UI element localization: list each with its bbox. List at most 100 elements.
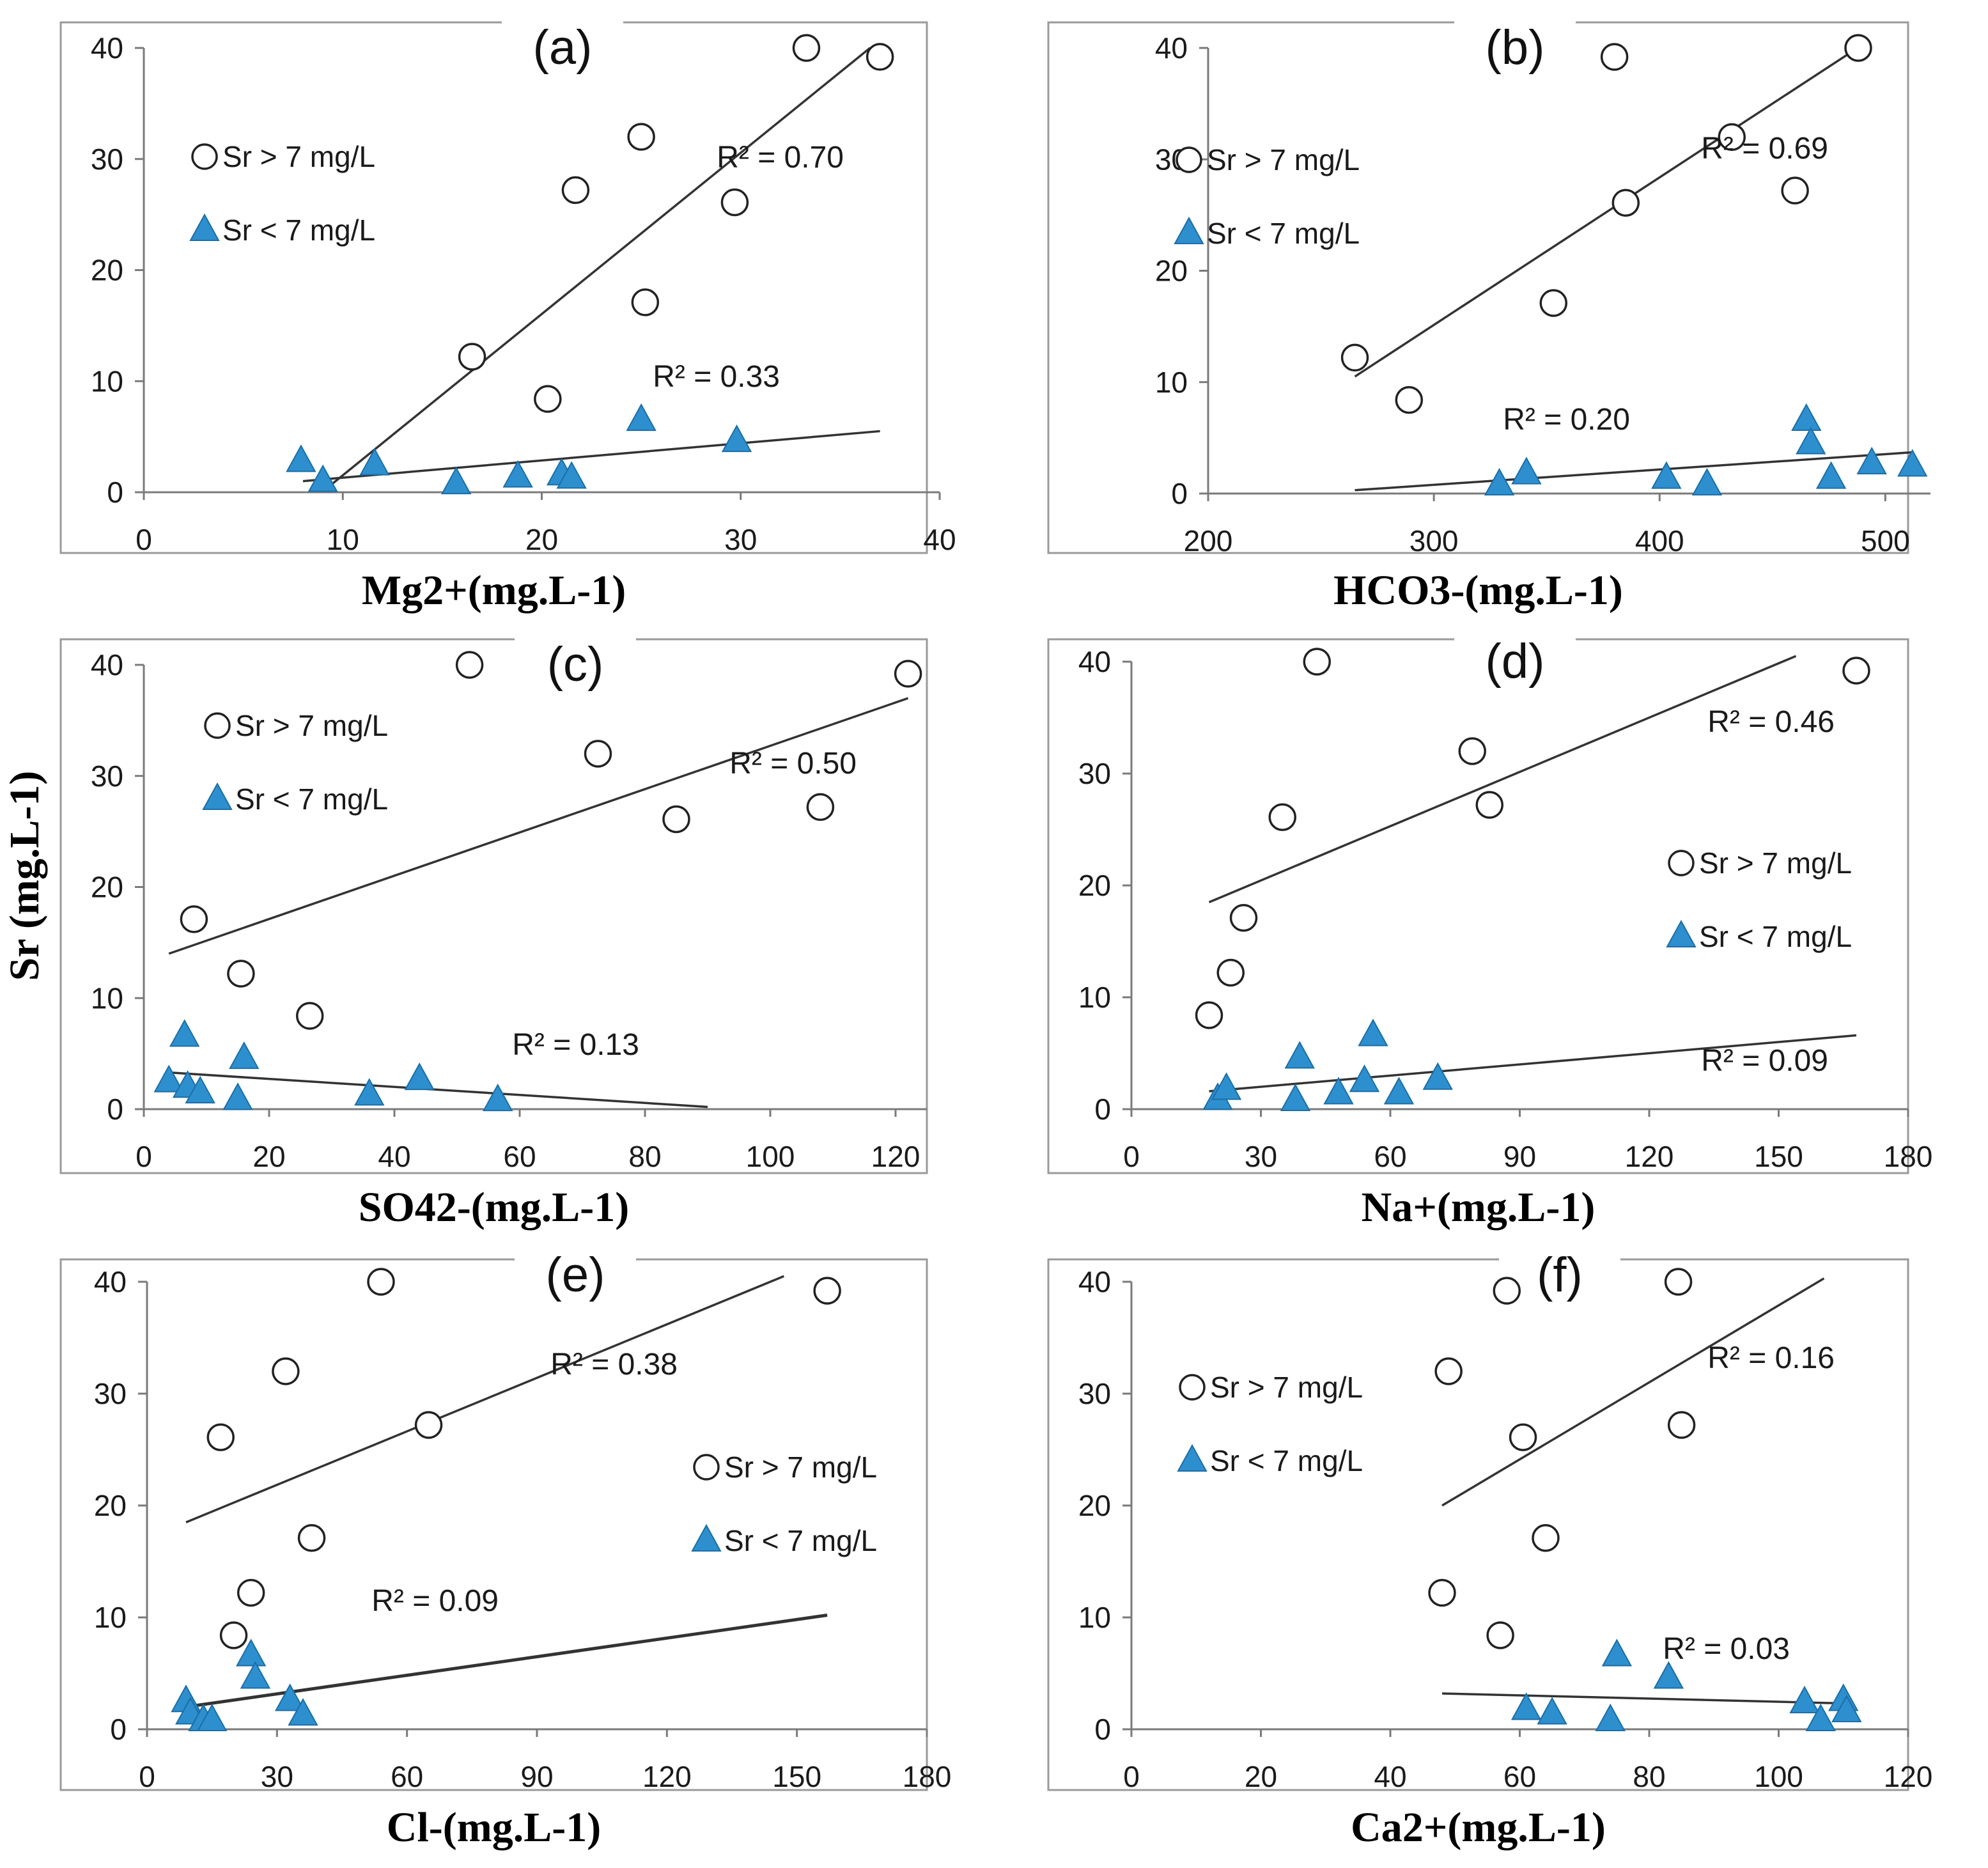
data-point-circle (1718, 123, 1746, 152)
chart-panel-1: 0 10 20 30 40 0 10 20 30 40 (a) R² = 0.70 R² = 0.33 S… (59, 10, 956, 614)
r2-annotation: R² = 0.13 (512, 1028, 639, 1062)
r2-annotation: R² = 0.70 (717, 141, 844, 175)
x-tick-label: 200 (1184, 524, 1233, 557)
data-point-circle (1600, 43, 1629, 71)
data-point-triangle (1537, 1697, 1567, 1725)
x-tick-label: 40 (923, 523, 956, 556)
data-point-triangle (286, 444, 316, 472)
data-point-triangle (1484, 467, 1515, 496)
data-point-circle (1458, 737, 1486, 765)
data-point-circle (414, 1411, 443, 1439)
x-tick-label: 80 (628, 1140, 661, 1173)
data-point-circle (272, 1357, 300, 1385)
data-point-triangle (404, 1062, 435, 1091)
x-axis-label: SO42-(mg.L-1) (359, 1184, 629, 1231)
legend-label: Sr > 7 mg/L (724, 1451, 877, 1484)
data-point-circle (297, 1524, 326, 1552)
data-point-circle (295, 1002, 324, 1030)
data-point-circle (1216, 958, 1245, 987)
data-point-circle (1434, 1357, 1463, 1385)
trend-line (332, 47, 871, 485)
x-tick-label: 120 (871, 1140, 920, 1173)
x-tick-label: 30 (261, 1760, 293, 1793)
panel-label: (c) (547, 637, 604, 692)
series-high-sr: R² = 0.38 (185, 1268, 841, 1649)
series-low-sr: R² = 0.33 (286, 360, 880, 495)
x-tick-label: 500 (1861, 524, 1910, 557)
data-point-circle (219, 1621, 248, 1649)
data-point-circle (1340, 343, 1369, 372)
data-point-triangle (1383, 1077, 1415, 1105)
x-axis-label: Cl-(mg.L-1) (387, 1804, 601, 1851)
x-tick-label: 100 (746, 1140, 795, 1173)
data-point-triangle (556, 461, 587, 489)
legend-marker-circle (693, 1454, 720, 1481)
y-tick-label: 20 (91, 254, 123, 287)
x-tick-label: 60 (503, 1140, 536, 1173)
data-point-circle (1611, 189, 1640, 217)
y-tick-label: 40 (1078, 645, 1111, 678)
x-tick-label: 0 (136, 523, 152, 556)
panel-frame (1047, 1258, 1909, 1791)
data-point-circle (1486, 1621, 1514, 1649)
legend: Sr > 7 mg/L Sr < 7 mg/L (1666, 846, 1852, 953)
data-point-circle (1664, 1268, 1693, 1296)
y-tick-label: 30 (91, 143, 123, 176)
x-tick-label: 120 (1884, 1760, 1933, 1793)
trend-line (1209, 1034, 1857, 1093)
y-tick-label: 30 (91, 759, 123, 793)
data-point-circle (792, 34, 821, 62)
panel-frame (59, 638, 928, 1174)
series-high-sr: R² = 0.46 (1195, 648, 1870, 1029)
x-tick-label: 180 (1884, 1140, 1933, 1173)
data-point-triangle (274, 1683, 306, 1711)
trend-line (1355, 451, 1913, 492)
legend-label: Sr > 7 mg/L (1210, 1371, 1363, 1404)
data-point-circle (1229, 904, 1258, 932)
data-point-circle (455, 651, 484, 679)
data-point-triangle (1511, 456, 1542, 485)
data-point-triangle (1510, 1692, 1542, 1720)
y-tick-label: 10 (94, 1601, 127, 1634)
r2-annotation: R² = 0.03 (1663, 1632, 1790, 1666)
data-point-triangle (1349, 1064, 1380, 1093)
data-point-circle (1844, 34, 1872, 62)
x-tick-label: 20 (525, 523, 558, 556)
x-tick-label: 90 (1503, 1140, 1536, 1173)
data-point-circle (866, 43, 894, 71)
r2-annotation: R² = 0.33 (653, 360, 780, 394)
trend-line (185, 1614, 828, 1709)
data-point-triangle (235, 1638, 267, 1667)
chart-panel-5: 0 10 20 30 40 0 30 60 90 120 150 180 (e) R² = 0.38 R² … (59, 1247, 951, 1851)
data-point-triangle (1815, 461, 1847, 489)
y-tick-label: 40 (1078, 1265, 1111, 1298)
legend-marker-triangle (189, 213, 220, 241)
legend-label: Sr > 7 mg/L (235, 709, 388, 742)
y-tick-label: 40 (94, 1265, 127, 1298)
y-tick-label: 10 (1155, 366, 1188, 399)
data-point-circle (1667, 1411, 1696, 1439)
data-point-triangle (1651, 461, 1682, 489)
x-axis-label: HCO3-(mg.L-1) (1333, 567, 1623, 614)
data-point-triangle (440, 467, 472, 495)
x-tick-label: 30 (1245, 1140, 1277, 1173)
data-point-circle (180, 905, 208, 933)
data-point-triangle (1595, 1703, 1626, 1731)
series-low-sr: R² = 0.13 (153, 1019, 708, 1112)
panel-label: (d) (1486, 634, 1545, 689)
y-tick-label: 20 (1155, 254, 1188, 288)
x-tick-label: 150 (1754, 1140, 1803, 1173)
legend-label: Sr < 7 mg/L (724, 1524, 877, 1557)
data-point-triangle (1856, 446, 1887, 474)
data-point-triangle (1323, 1077, 1354, 1105)
panel-frame (1047, 21, 1909, 554)
x-tick-label: 100 (1754, 1760, 1803, 1793)
data-point-triangle (1691, 467, 1723, 496)
panel-label-bg (502, 10, 623, 42)
data-point-circle (1475, 791, 1503, 819)
series-high-sr: R² = 0.69 (1340, 34, 1872, 414)
data-point-triangle (222, 1082, 253, 1110)
shared-y-axis-label: Sr (mg.L-1) (1, 771, 48, 981)
series-high-sr: R² = 0.50 (168, 651, 922, 1030)
